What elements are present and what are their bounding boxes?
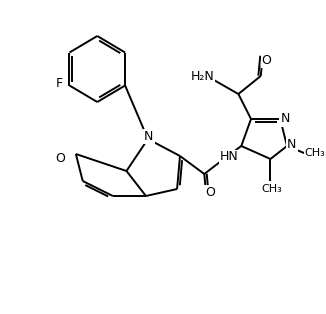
Text: CH₃: CH₃ xyxy=(305,148,326,158)
Text: O: O xyxy=(205,186,215,198)
Text: HN: HN xyxy=(220,150,239,164)
Text: N: N xyxy=(287,138,297,150)
Text: F: F xyxy=(56,77,63,90)
Text: N: N xyxy=(144,129,154,143)
Text: H₂N: H₂N xyxy=(190,71,214,84)
Text: N: N xyxy=(280,112,290,126)
Text: O: O xyxy=(262,53,272,67)
Text: CH₃: CH₃ xyxy=(261,184,282,194)
Text: O: O xyxy=(55,153,65,165)
